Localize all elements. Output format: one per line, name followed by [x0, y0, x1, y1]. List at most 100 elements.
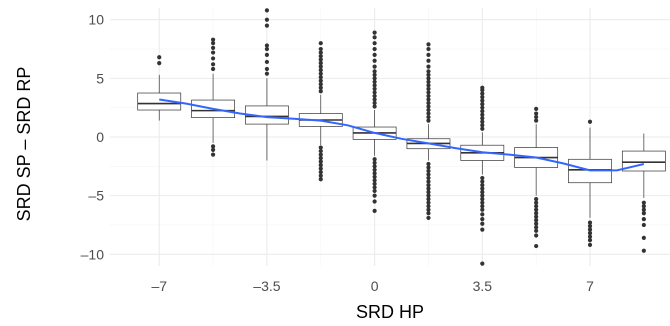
outlier-point: [426, 161, 431, 167]
outlier-point: [426, 76, 431, 81]
outlier-point: [318, 145, 323, 150]
outlier-point: [210, 62, 216, 67]
outlier-point: [318, 177, 323, 182]
outlier-point: [480, 197, 485, 202]
outlier-point: [372, 52, 377, 58]
outlier-point: [318, 57, 323, 62]
outlier-point: [372, 41, 377, 46]
outlier-point: [264, 66, 270, 72]
outlier-point: [426, 186, 431, 191]
smooth-line: [159, 98, 645, 172]
outlier-point: [426, 111, 431, 116]
outlier-point: [534, 221, 539, 226]
outlier-point: [480, 102, 485, 107]
outlier-point: [426, 114, 431, 120]
outlier-point: [534, 228, 539, 233]
outlier-point: [480, 207, 485, 212]
box-group-8: [514, 106, 559, 249]
outlier-point: [587, 119, 593, 124]
outlier-point: [426, 86, 431, 92]
y-tick-label: 0: [96, 129, 104, 145]
outlier-point: [318, 166, 323, 171]
outlier-point: [480, 85, 485, 90]
outlier-point: [210, 45, 216, 50]
outlier-point: [641, 248, 646, 253]
outlier-point: [426, 182, 431, 188]
outlier-point: [480, 175, 485, 181]
outlier-point: [426, 58, 431, 63]
outlier-point: [587, 224, 593, 229]
outlier-point: [534, 233, 539, 238]
outlier-point: [534, 214, 539, 219]
outlier-point: [318, 64, 323, 69]
outlier-point: [318, 71, 323, 76]
outlier-point: [318, 78, 323, 83]
outlier-point: [426, 83, 431, 88]
outlier-point: [534, 243, 539, 249]
outlier-point: [426, 193, 431, 198]
outlier-point: [426, 64, 431, 69]
outlier-point: [480, 112, 485, 117]
outlier-point: [426, 207, 431, 212]
outlier-point: [480, 200, 485, 205]
outlier-point: [480, 95, 485, 100]
outlier-point: [210, 66, 216, 72]
box-iqr: [137, 92, 182, 111]
outlier-point: [372, 167, 377, 172]
outlier-point: [534, 111, 539, 116]
outlier-point: [426, 175, 431, 181]
x-tick-label: 3.5: [473, 278, 493, 294]
outlier-point: [372, 208, 377, 213]
outlier-point: [372, 157, 377, 162]
x-tick-label: 7: [586, 278, 594, 294]
outlier-point: [480, 221, 485, 226]
outlier-point: [318, 159, 323, 164]
outlier-point: [480, 227, 485, 232]
outlier-point: [318, 61, 323, 66]
y-axis-title: SRD SP – SRD RP: [14, 67, 34, 222]
outlier-point: [372, 72, 377, 77]
outlier-point: [318, 173, 323, 178]
outlier-point: [426, 79, 431, 84]
outlier-point: [426, 72, 431, 77]
outlier-point: [534, 204, 539, 209]
box-group-7: [460, 85, 505, 266]
outlier-point: [372, 64, 377, 69]
outlier-point: [480, 204, 485, 209]
outlier-point: [480, 212, 485, 217]
outlier-point: [318, 68, 323, 73]
outlier-point: [372, 97, 377, 102]
outlier-point: [587, 234, 593, 239]
outlier-point: [480, 105, 485, 110]
y-tick-label: 10: [88, 12, 104, 28]
outlier-point: [372, 181, 377, 187]
outlier-point: [426, 172, 431, 177]
outlier-point: [210, 147, 216, 152]
outlier-point: [210, 50, 216, 55]
outlier-point: [587, 231, 593, 236]
outlier-point: [426, 211, 431, 216]
y-axis-tick-labels: 10 5 0 –5 –10: [81, 12, 105, 263]
outlier-point: [426, 165, 431, 170]
outlier-point: [264, 8, 270, 13]
outlier-point: [318, 170, 323, 175]
outlier-point: [318, 156, 323, 161]
outlier-point: [426, 42, 431, 47]
outlier-point: [264, 46, 270, 52]
outlier-point: [372, 79, 377, 84]
outlier-point: [641, 204, 646, 209]
outlier-point: [641, 211, 646, 216]
x-axis-title: SRD HP: [356, 302, 424, 322]
outlier-point: [480, 91, 485, 96]
outlier-point: [372, 164, 377, 169]
outlier-point: [157, 55, 162, 60]
outlier-point: [641, 235, 646, 240]
box-group-1: [137, 55, 182, 121]
x-tick-label: 0: [371, 278, 379, 294]
outlier-point: [426, 190, 431, 195]
outlier-point: [318, 148, 323, 154]
outlier-point: [318, 163, 323, 168]
outlier-point: [157, 61, 162, 66]
outlier-point: [480, 193, 485, 198]
box-group-6: [406, 42, 451, 221]
